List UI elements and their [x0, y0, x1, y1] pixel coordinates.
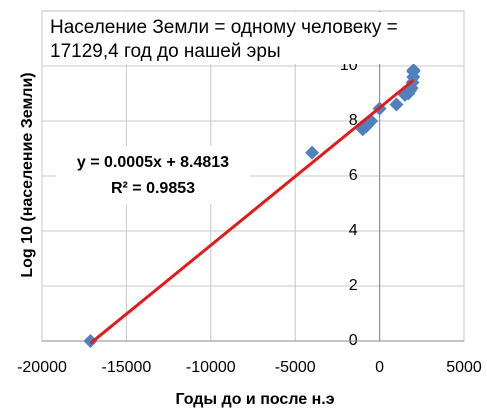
chart-title: Население Земли = одному человеку =: [50, 17, 398, 38]
title-box: [45, 12, 441, 64]
x-tick-label: -5000: [275, 359, 316, 376]
y-tick-label: 2: [349, 277, 358, 294]
data-point: [406, 63, 421, 78]
trendline-equation: y = 0.0005x + 8.4813: [77, 154, 229, 171]
x-tick-label: -10000: [186, 359, 236, 376]
y-tick-label: 8: [349, 112, 358, 129]
equation-box: [56, 146, 250, 204]
y-tick-label: 6: [349, 167, 358, 184]
x-tick-label: 0: [375, 359, 384, 376]
data-point: [305, 145, 320, 160]
data-point: [389, 97, 404, 112]
x-tick-label: 5000: [446, 359, 482, 376]
y-tick-label: 4: [349, 222, 358, 239]
trendline: [89, 78, 415, 345]
x-axis-label: Годы до и после н.э: [175, 391, 334, 408]
y-axis-label: Log 10 (население Земли): [19, 72, 36, 277]
data-point: [83, 334, 98, 348]
x-tick-label: -15000: [101, 359, 151, 376]
chart-title: 17129,4 год до нашей эры: [50, 41, 281, 62]
x-tick-label: -20000: [17, 359, 67, 376]
trendline-r2: R² = 0.9853: [111, 180, 195, 197]
